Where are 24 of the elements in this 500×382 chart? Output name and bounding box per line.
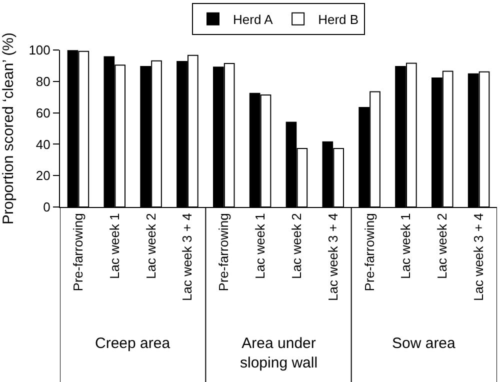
y-tick-label: 20 xyxy=(36,168,50,184)
text: Creep area xyxy=(95,335,171,352)
x-tick-label: Lac week 1 xyxy=(106,213,122,279)
text: Area under sloping wall xyxy=(240,335,318,372)
y-tick-label: 60 xyxy=(36,105,50,120)
text: Sow area xyxy=(392,335,456,352)
x-tick-label: Lac week 2 xyxy=(434,213,450,279)
y-tick-label: 100 xyxy=(28,42,50,58)
x-tick-label: Lac week 1 xyxy=(398,213,414,279)
y-axis-title: Proportion scored ‘clean’ (%) xyxy=(0,32,17,225)
y-tick-label: 0 xyxy=(43,200,50,215)
legend-label: Herd B xyxy=(318,12,359,27)
x-tick-label: Lac week 3 + 4 xyxy=(180,213,195,302)
x-tick-label: Lac week 1 xyxy=(252,213,268,279)
y-tick-label: 80 xyxy=(36,74,50,89)
legend-label: Herd A xyxy=(233,12,274,27)
x-tick-label: Pre-farrowing xyxy=(362,213,377,292)
x-tick-label: Pre-farrowing xyxy=(70,213,86,292)
x-tick-label: Lac week 3 + 4 xyxy=(325,213,340,302)
x-tick-label: Lac week 3 + 4 xyxy=(471,213,486,302)
x-tick-label: Lac week 2 xyxy=(288,213,304,279)
y-tick-label: 40 xyxy=(36,136,50,152)
x-tick-label: Lac week 2 xyxy=(143,213,158,279)
x-tick-label: Pre-farrowing xyxy=(216,213,232,292)
